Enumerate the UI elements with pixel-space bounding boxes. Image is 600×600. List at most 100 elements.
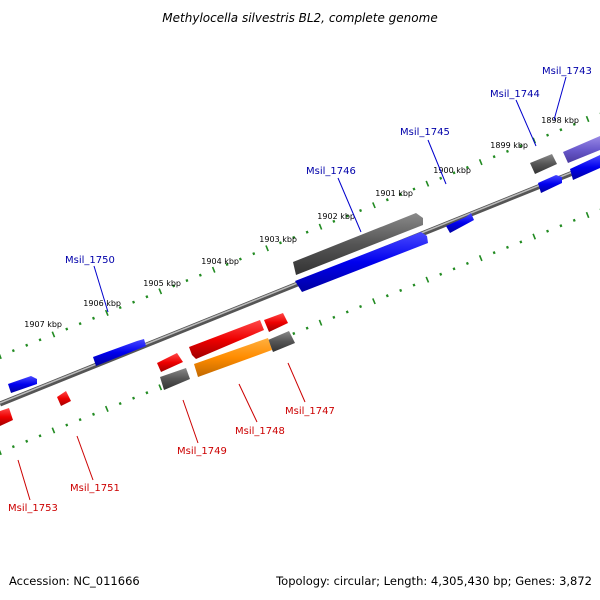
major-tick bbox=[51, 331, 56, 338]
gene-forward[interactable] bbox=[446, 213, 474, 233]
minor-tick bbox=[185, 278, 189, 283]
minor-tick bbox=[546, 133, 550, 137]
kbp-label: 1907 kbp bbox=[24, 320, 62, 329]
gene-label-msil-1744[interactable]: Msil_1744 bbox=[490, 89, 540, 100]
gene-label-msil-1749[interactable]: Msil_1749 bbox=[177, 446, 227, 457]
gene-label-msil-1745[interactable]: Msil_1745 bbox=[400, 127, 450, 138]
minor-tick bbox=[492, 155, 496, 159]
minor-tick bbox=[78, 418, 82, 422]
kbp-label: 1905 kbp bbox=[143, 279, 181, 288]
gene-label-msil-1753[interactable]: Msil_1753 bbox=[8, 503, 58, 514]
major-tick bbox=[318, 319, 323, 326]
gene-label-msil-1751[interactable]: Msil_1751 bbox=[70, 483, 120, 494]
connector-msil-1753 bbox=[17, 459, 31, 501]
gene-msil-1743[interactable] bbox=[563, 136, 600, 163]
connector-msil-1747 bbox=[287, 362, 306, 403]
minor-tick bbox=[465, 165, 469, 170]
reverse-gene-labels: Msil_1747 Msil_1748 Msil_1749 Msil_1751 … bbox=[8, 406, 335, 514]
minor-tick bbox=[359, 304, 363, 309]
ticks-lower bbox=[0, 208, 600, 456]
map-title: Methylocella silvestris BL2, complete ge… bbox=[162, 11, 437, 25]
connector-msil-1749 bbox=[182, 399, 199, 444]
minor-tick bbox=[332, 219, 336, 223]
minor-tick bbox=[305, 230, 309, 234]
minor-tick bbox=[38, 338, 42, 342]
minor-tick bbox=[546, 229, 550, 233]
minor-tick bbox=[292, 235, 296, 240]
gene-msil-1750[interactable] bbox=[93, 339, 146, 366]
minor-tick bbox=[399, 192, 403, 196]
accession-text: Accession: NC_011666 bbox=[9, 574, 140, 588]
gene-msil-1746-rna[interactable] bbox=[293, 213, 423, 275]
minor-tick bbox=[345, 214, 349, 218]
major-tick bbox=[585, 115, 590, 123]
minor-tick bbox=[225, 262, 229, 267]
major-tick bbox=[104, 309, 109, 317]
minor-tick bbox=[252, 252, 256, 256]
forward-genes bbox=[8, 155, 600, 393]
minor-tick bbox=[559, 224, 563, 228]
minor-tick bbox=[132, 396, 136, 400]
minor-tick bbox=[305, 326, 309, 330]
gene-label-msil-1747[interactable]: Msil_1747 bbox=[285, 406, 335, 417]
minor-tick bbox=[38, 434, 42, 438]
gene-msil-1746[interactable] bbox=[295, 232, 428, 292]
ticks-upper bbox=[0, 112, 600, 360]
gene-msil-1743-forward[interactable] bbox=[570, 155, 600, 180]
minor-tick bbox=[91, 412, 96, 416]
major-tick bbox=[532, 233, 537, 240]
gene-label-msil-1748[interactable]: Msil_1748 bbox=[235, 426, 285, 437]
gene-msil-1751[interactable] bbox=[57, 391, 71, 406]
minor-tick bbox=[452, 171, 456, 175]
minor-tick bbox=[439, 176, 443, 180]
gene-label-msil-1750[interactable]: Msil_1750 bbox=[65, 255, 115, 266]
minor-tick bbox=[11, 349, 15, 353]
minor-tick bbox=[412, 283, 416, 287]
major-tick bbox=[585, 211, 590, 219]
kbp-label: 1903 kbp bbox=[259, 235, 297, 244]
major-tick bbox=[158, 384, 163, 391]
gene-label-msil-1746[interactable]: Msil_1746 bbox=[306, 166, 356, 177]
gene-msil-1753[interactable] bbox=[0, 408, 13, 426]
major-tick bbox=[425, 180, 430, 187]
gene-msil-1748-reverse[interactable] bbox=[189, 320, 264, 359]
gene-msil-1744[interactable] bbox=[538, 175, 562, 193]
minor-tick bbox=[345, 310, 349, 314]
kbp-label: 1902 kbp bbox=[317, 212, 355, 221]
connector-msil-1751 bbox=[76, 435, 94, 481]
minor-tick bbox=[572, 218, 576, 222]
forward-gene-labels: Msil_1743 Msil_1744 Msil_1745 Msil_1746 … bbox=[65, 66, 592, 266]
kbp-label: 1901 kbp bbox=[375, 189, 413, 198]
gene-msil-1748[interactable] bbox=[194, 338, 272, 377]
gene-label-msil-1743[interactable]: Msil_1743 bbox=[542, 66, 592, 77]
connector-msil-1744 bbox=[515, 99, 537, 147]
gene-msil-1747[interactable] bbox=[264, 313, 288, 332]
kbp-label: 1899 kbp bbox=[490, 141, 528, 150]
major-tick bbox=[318, 223, 323, 230]
major-tick bbox=[104, 405, 109, 413]
minor-tick bbox=[65, 327, 69, 331]
major-tick bbox=[478, 158, 483, 166]
connector-msil-1743 bbox=[553, 76, 567, 121]
minor-tick bbox=[145, 295, 149, 299]
gene-msil-1749[interactable] bbox=[157, 353, 183, 372]
minor-tick bbox=[65, 423, 69, 427]
minor-tick bbox=[505, 149, 509, 153]
gene-forward[interactable] bbox=[8, 376, 37, 393]
kbp-label: 1898 kbp bbox=[541, 116, 579, 125]
major-tick bbox=[478, 254, 483, 262]
major-tick bbox=[211, 266, 216, 273]
gene-msil-1749-rna[interactable] bbox=[160, 368, 190, 390]
minor-tick bbox=[278, 241, 282, 245]
minor-tick bbox=[118, 401, 122, 406]
minor-tick bbox=[492, 251, 496, 255]
minor-tick bbox=[465, 261, 469, 266]
gene-msil-1744-rna[interactable] bbox=[530, 154, 557, 174]
minor-tick bbox=[25, 343, 29, 347]
gene-msil-1747-rna[interactable] bbox=[268, 331, 295, 352]
minor-tick bbox=[385, 294, 389, 298]
major-tick bbox=[372, 298, 376, 305]
minor-tick bbox=[452, 267, 456, 271]
minor-tick bbox=[11, 445, 15, 449]
